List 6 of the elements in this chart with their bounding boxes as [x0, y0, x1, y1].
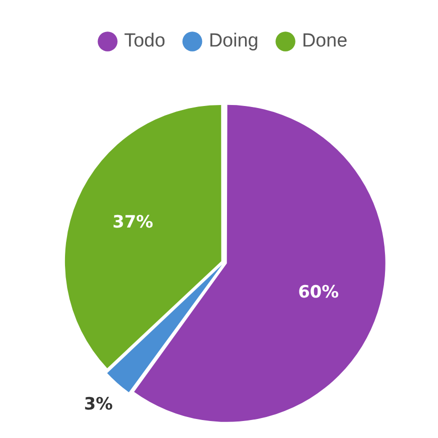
legend-label: Todo: [124, 30, 166, 52]
data-label: 60%: [298, 282, 339, 303]
data-label: 3%: [84, 394, 113, 414]
data-label: 37%: [112, 212, 154, 232]
legend-label: Done: [302, 30, 348, 52]
legend-label: Doing: [208, 30, 258, 52]
